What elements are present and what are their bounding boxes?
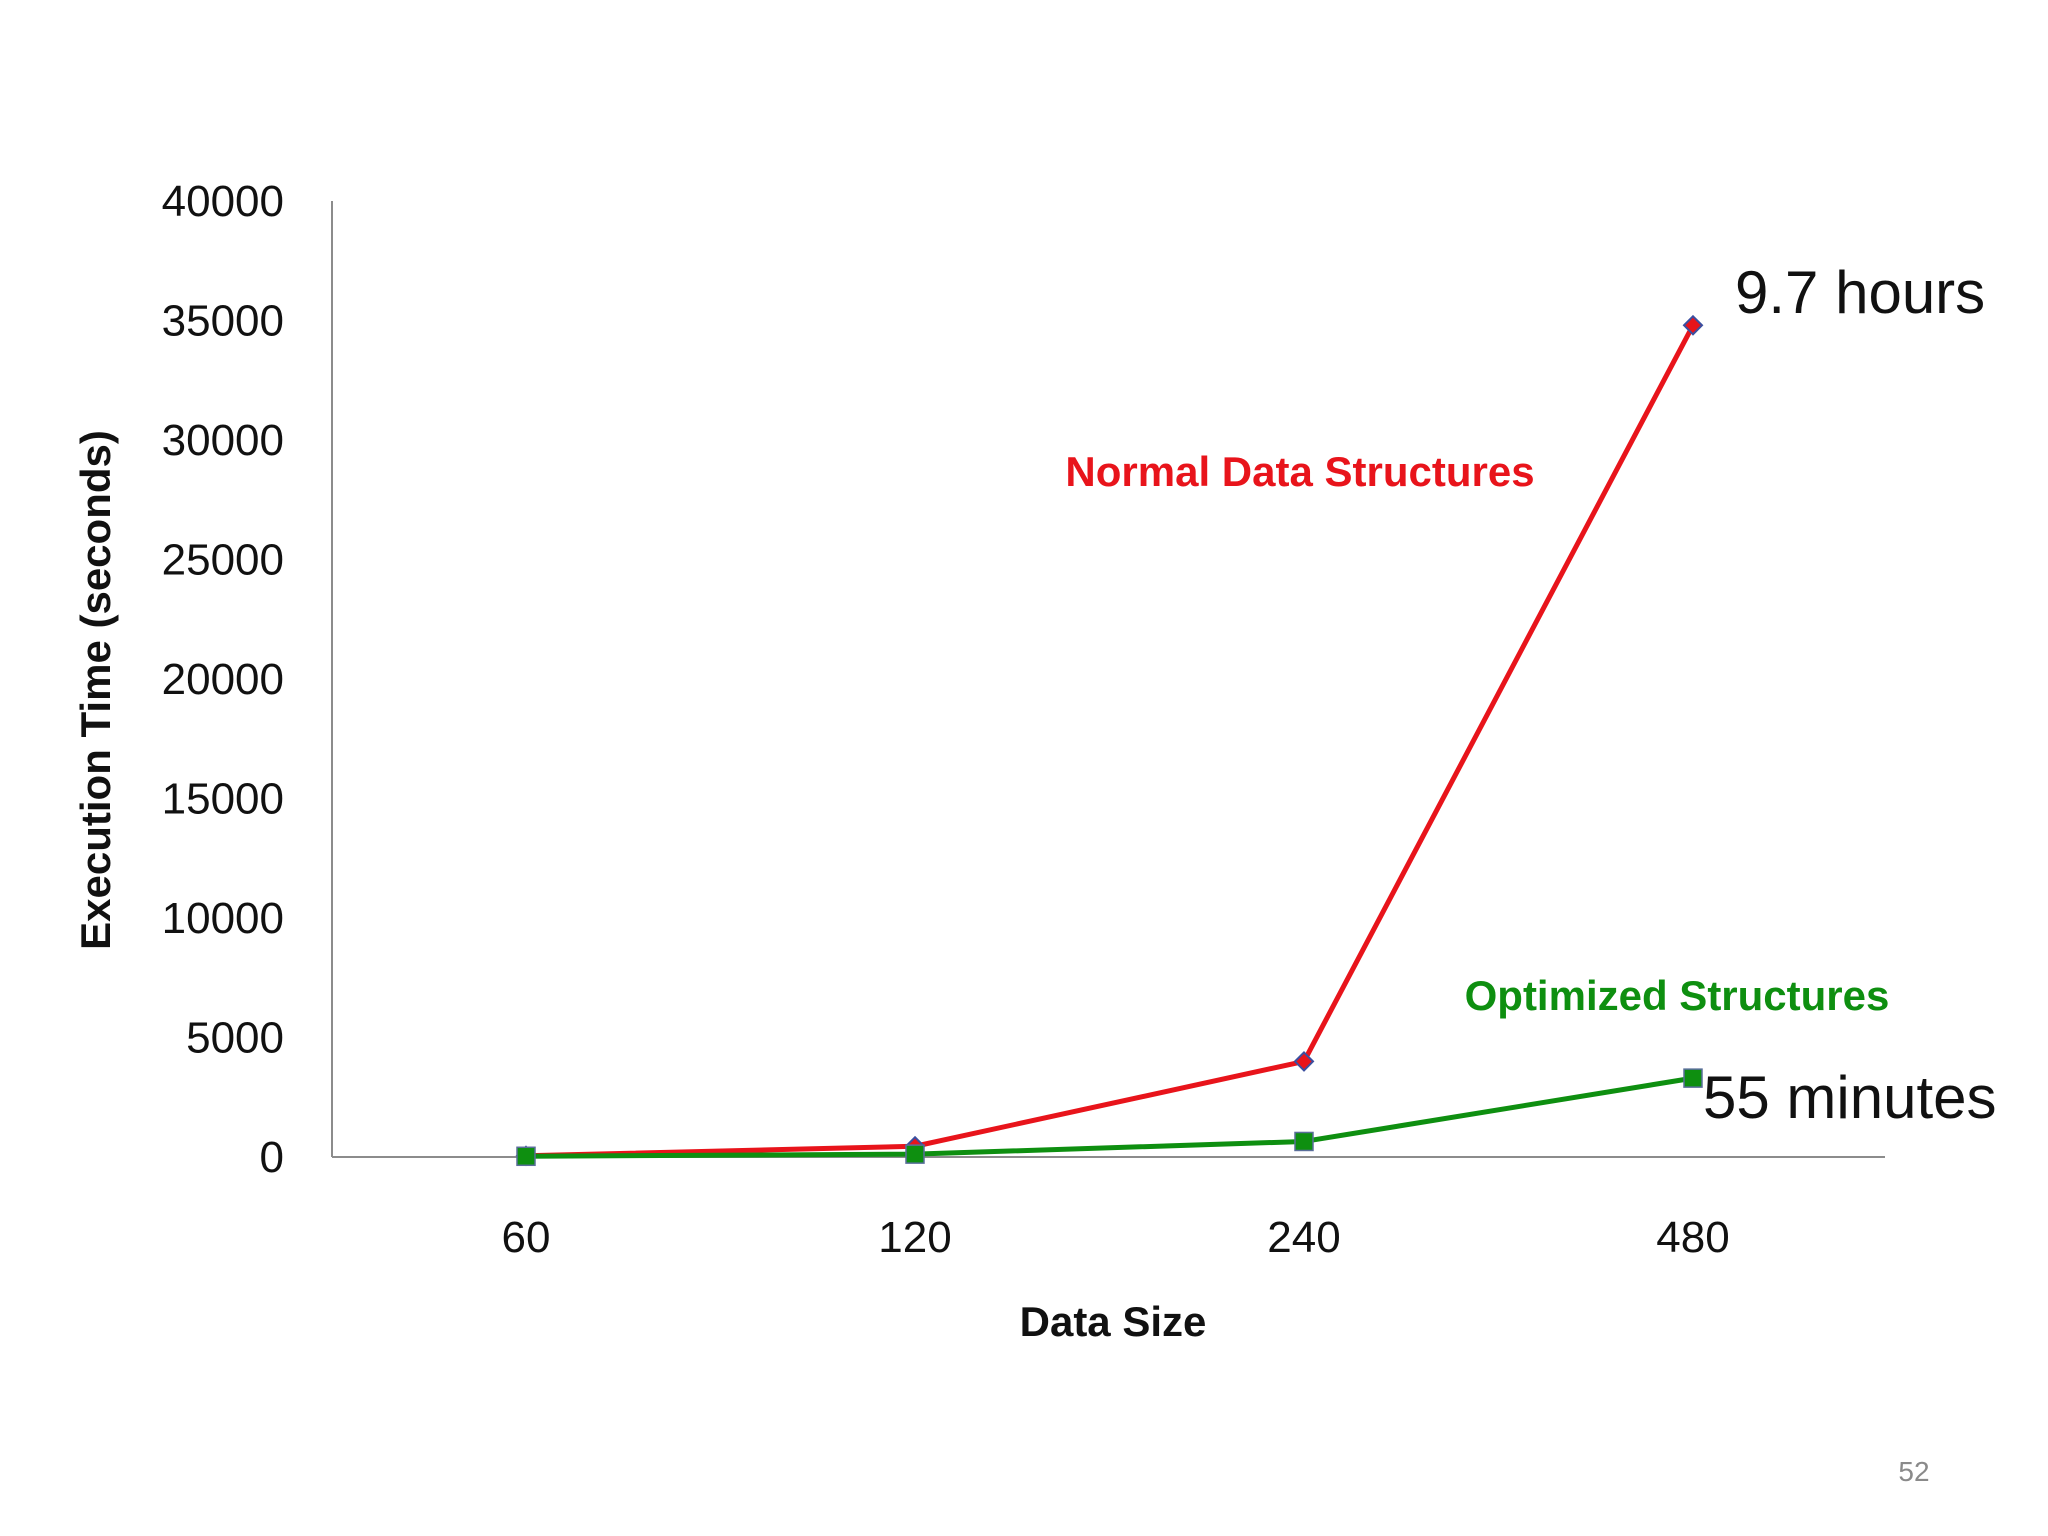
x-tick-label: 120 bbox=[878, 1213, 951, 1262]
series-layer bbox=[515, 314, 1704, 1167]
data-point-optimized bbox=[905, 1144, 925, 1164]
x-tick-label: 480 bbox=[1656, 1213, 1729, 1262]
y-tick-label: 15000 bbox=[162, 775, 284, 824]
series-line-normal bbox=[525, 324, 1696, 1159]
y-tick-label: 20000 bbox=[162, 655, 284, 704]
data-point-optimized bbox=[1294, 1131, 1314, 1152]
y-axis-ticks: 0 5000 10000 15000 20000 25000 30000 35000 40000 bbox=[162, 177, 284, 1182]
y-tick-label: 25000 bbox=[162, 536, 284, 585]
data-point-optimized bbox=[516, 1146, 536, 1167]
series-line-optimized bbox=[525, 1075, 1694, 1159]
series-label-normal: Normal Data Structures bbox=[1065, 448, 1534, 495]
data-point-normal bbox=[1293, 1050, 1315, 1072]
x-tick-label: 60 bbox=[502, 1213, 551, 1262]
x-axis-title: Data Size bbox=[1020, 1298, 1207, 1345]
y-tick-label: 35000 bbox=[162, 297, 284, 346]
y-tick-label: 10000 bbox=[162, 894, 284, 943]
data-point-normal bbox=[1682, 314, 1704, 336]
annotation-55-minutes: 55 minutes bbox=[1703, 1064, 1997, 1131]
y-tick-label: 5000 bbox=[186, 1014, 284, 1063]
y-tick-label: 0 bbox=[260, 1133, 284, 1182]
x-tick-label: 240 bbox=[1267, 1213, 1340, 1262]
series-label-optimized: Optimized Structures bbox=[1465, 972, 1890, 1019]
y-axis-title: Execution Time (seconds) bbox=[72, 430, 119, 950]
page-number: 52 bbox=[1898, 1456, 1929, 1487]
x-axis-ticks: 60 120 240 480 bbox=[502, 1213, 1730, 1262]
y-tick-label: 30000 bbox=[162, 416, 284, 465]
annotation-9-7-hours: 9.7 hours bbox=[1735, 259, 1985, 326]
data-point-optimized bbox=[1683, 1068, 1703, 1088]
y-tick-label: 40000 bbox=[162, 177, 284, 226]
